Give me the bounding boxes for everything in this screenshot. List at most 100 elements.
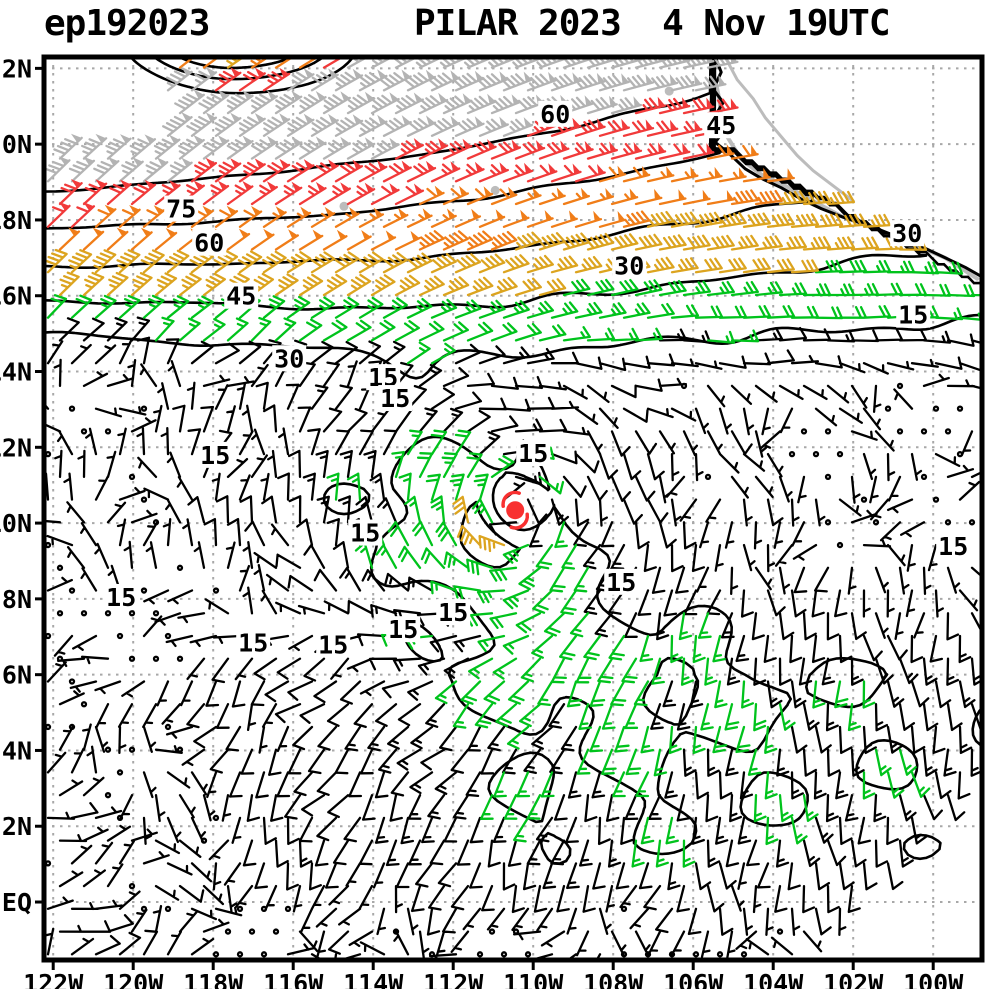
- barb-pennant: [523, 71, 532, 82]
- contour-label-halo: [516, 439, 551, 466]
- barb-pennant: [474, 161, 484, 172]
- barb-pennant: [621, 118, 629, 130]
- barb-pennant: [666, 166, 674, 177]
- barb-pennant: [263, 228, 274, 239]
- barb-pennant: [217, 135, 229, 145]
- barb-pennant: [617, 211, 625, 222]
- storm-name-datetime-title: PILAR 2023 4 Nov 19UTC: [414, 3, 890, 44]
- contour-label: 15: [380, 384, 410, 413]
- contour-label: 75: [166, 195, 196, 224]
- wind-barbs-layer: [44, 46, 982, 960]
- barb-pennant: [434, 185, 444, 196]
- barb-pennant: [548, 71, 557, 83]
- barb-pennant: [349, 207, 359, 217]
- barb-pennant: [738, 167, 746, 178]
- barb-pennant: [132, 157, 143, 166]
- barb-pennant: [279, 113, 289, 123]
- barb-pennant: [621, 73, 629, 84]
- lon-tick-label: 114W: [343, 969, 404, 989]
- river-gray: [723, 57, 855, 203]
- barb-pennant: [68, 227, 79, 237]
- barb-pennant: [205, 157, 216, 168]
- barb-pennant: [291, 181, 302, 192]
- lon-tick-label: 122W: [23, 969, 84, 989]
- barb-pennant: [548, 163, 557, 174]
- barb-pennant: [129, 205, 140, 214]
- barb-pennant: [670, 119, 678, 131]
- barb-pennant: [377, 69, 387, 80]
- contour-label: 30: [274, 344, 304, 373]
- contour-label: 60: [540, 100, 570, 129]
- contour-label: 15: [898, 301, 928, 330]
- barb-pennant: [341, 46, 350, 56]
- barb-pennant: [413, 183, 423, 194]
- barb-pennant: [254, 158, 265, 168]
- contour-label: 15: [238, 628, 268, 657]
- lat-tick-label: 4N: [2, 736, 32, 765]
- barb-pennant: [315, 136, 326, 147]
- lat-tick-label: 14N: [0, 358, 32, 387]
- barb-pennant: [438, 92, 448, 103]
- barb-pennant: [682, 97, 690, 108]
- wind-barbs-#b3b3b3: [44, 57, 739, 183]
- barb-pennant: [462, 93, 472, 104]
- barb-pennant: [426, 115, 435, 126]
- barb-pennant: [328, 159, 338, 170]
- barb-pennant: [682, 142, 690, 154]
- wind-barbs-#f07d18: [58, 57, 795, 251]
- barb-pennant: [572, 117, 581, 129]
- barb-pennant: [593, 210, 601, 222]
- lon-tick-label: 112W: [423, 969, 484, 989]
- barb-pennant: [787, 168, 794, 179]
- barb-pennant: [328, 113, 338, 124]
- barb-pennant: [193, 180, 204, 190]
- barb-pennant: [267, 90, 277, 100]
- contour-label: 15: [350, 519, 380, 548]
- barb-pennant: [336, 229, 347, 240]
- barb-pennant: [474, 116, 484, 127]
- barb-pennant: [426, 160, 435, 171]
- contour-label: 15: [438, 598, 468, 627]
- lon-tick-label: 110W: [503, 969, 564, 989]
- contour-label-halo: [104, 583, 139, 610]
- barb-pennant: [413, 92, 423, 103]
- barb-pennant: [303, 68, 314, 78]
- wind-barbs-#f13a3a: [46, 57, 739, 228]
- barb-pennant: [58, 156, 70, 165]
- barb-pennant: [181, 112, 192, 122]
- barb-pennant: [324, 206, 335, 217]
- barb-pennant: [508, 186, 517, 198]
- barb-pennant: [678, 189, 686, 200]
- contour-label-halo: [236, 629, 271, 656]
- barb-pennant: [205, 112, 216, 122]
- barb-pennant: [71, 133, 82, 143]
- barb-pennant: [669, 74, 678, 85]
- barb-pennant: [584, 140, 593, 152]
- barb-pennant: [462, 138, 472, 149]
- barb-pennant: [641, 166, 650, 177]
- lon-tick-label: 120W: [103, 969, 164, 989]
- barb-pennant: [254, 113, 265, 123]
- barb-pennant: [438, 138, 448, 149]
- barb-pennant: [532, 187, 541, 198]
- barb-pennant: [169, 180, 180, 190]
- lat-tick-label: EQ: [2, 888, 32, 917]
- barb-pennant: [706, 143, 714, 154]
- barb-pennant: [385, 230, 395, 241]
- barb-pennant: [83, 156, 94, 166]
- storm-center-marker: [501, 490, 530, 530]
- barb-pennant: [474, 70, 484, 81]
- barb-pennant: [193, 134, 204, 145]
- barb-pennant: [116, 227, 128, 237]
- barb-pennant: [70, 179, 82, 188]
- wind-barbs-#000000: [44, 316, 982, 960]
- barb-pennant: [422, 208, 432, 219]
- barb-pennant: [95, 133, 107, 143]
- lat-tick-label: 6N: [2, 661, 32, 690]
- contour-label: 45: [706, 111, 736, 140]
- barb-pennant: [499, 71, 508, 82]
- lat-tick-label: 2N: [2, 812, 32, 841]
